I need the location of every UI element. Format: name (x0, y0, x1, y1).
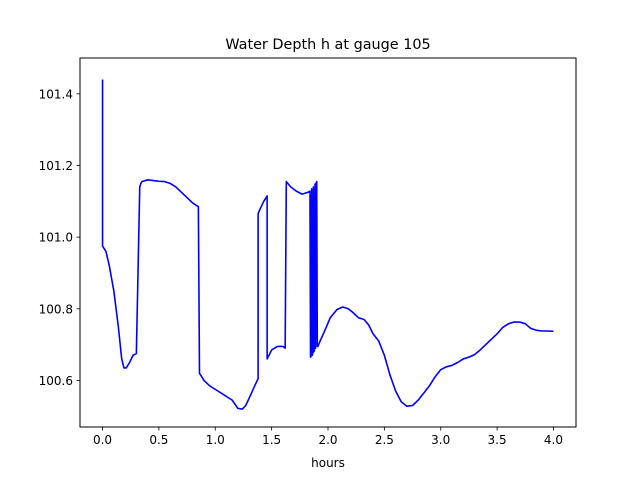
x-tick-label: 1.5 (262, 433, 281, 447)
x-tick-label: 1.0 (206, 433, 225, 447)
y-tick-label: 101.4 (39, 87, 73, 101)
x-axis-label: hours (311, 456, 345, 470)
y-axis: 100.6 100.8 101.0 101.2 101.4 (39, 87, 80, 388)
chart-title: Water Depth h at gauge 105 (225, 37, 430, 53)
x-tick-label: 3.0 (431, 433, 450, 447)
series-line-0 (101, 79, 554, 410)
y-tick-label: 100.6 (39, 374, 73, 388)
x-tick-label: 2.0 (318, 433, 337, 447)
x-tick-label: 0.0 (93, 433, 112, 447)
y-tick-label: 100.8 (39, 302, 73, 316)
y-tick-label: 101.0 (39, 231, 73, 245)
x-tick-label: 2.5 (375, 433, 394, 447)
x-tick-label: 0.5 (149, 433, 168, 447)
x-axis: 0.0 0.5 1.0 1.5 2.0 2.5 3.0 3.5 4.0 (93, 427, 563, 447)
x-tick-label: 3.5 (488, 433, 507, 447)
y-tick-label: 101.2 (39, 159, 73, 173)
plot-area (101, 79, 554, 410)
x-tick-label: 4.0 (544, 433, 563, 447)
